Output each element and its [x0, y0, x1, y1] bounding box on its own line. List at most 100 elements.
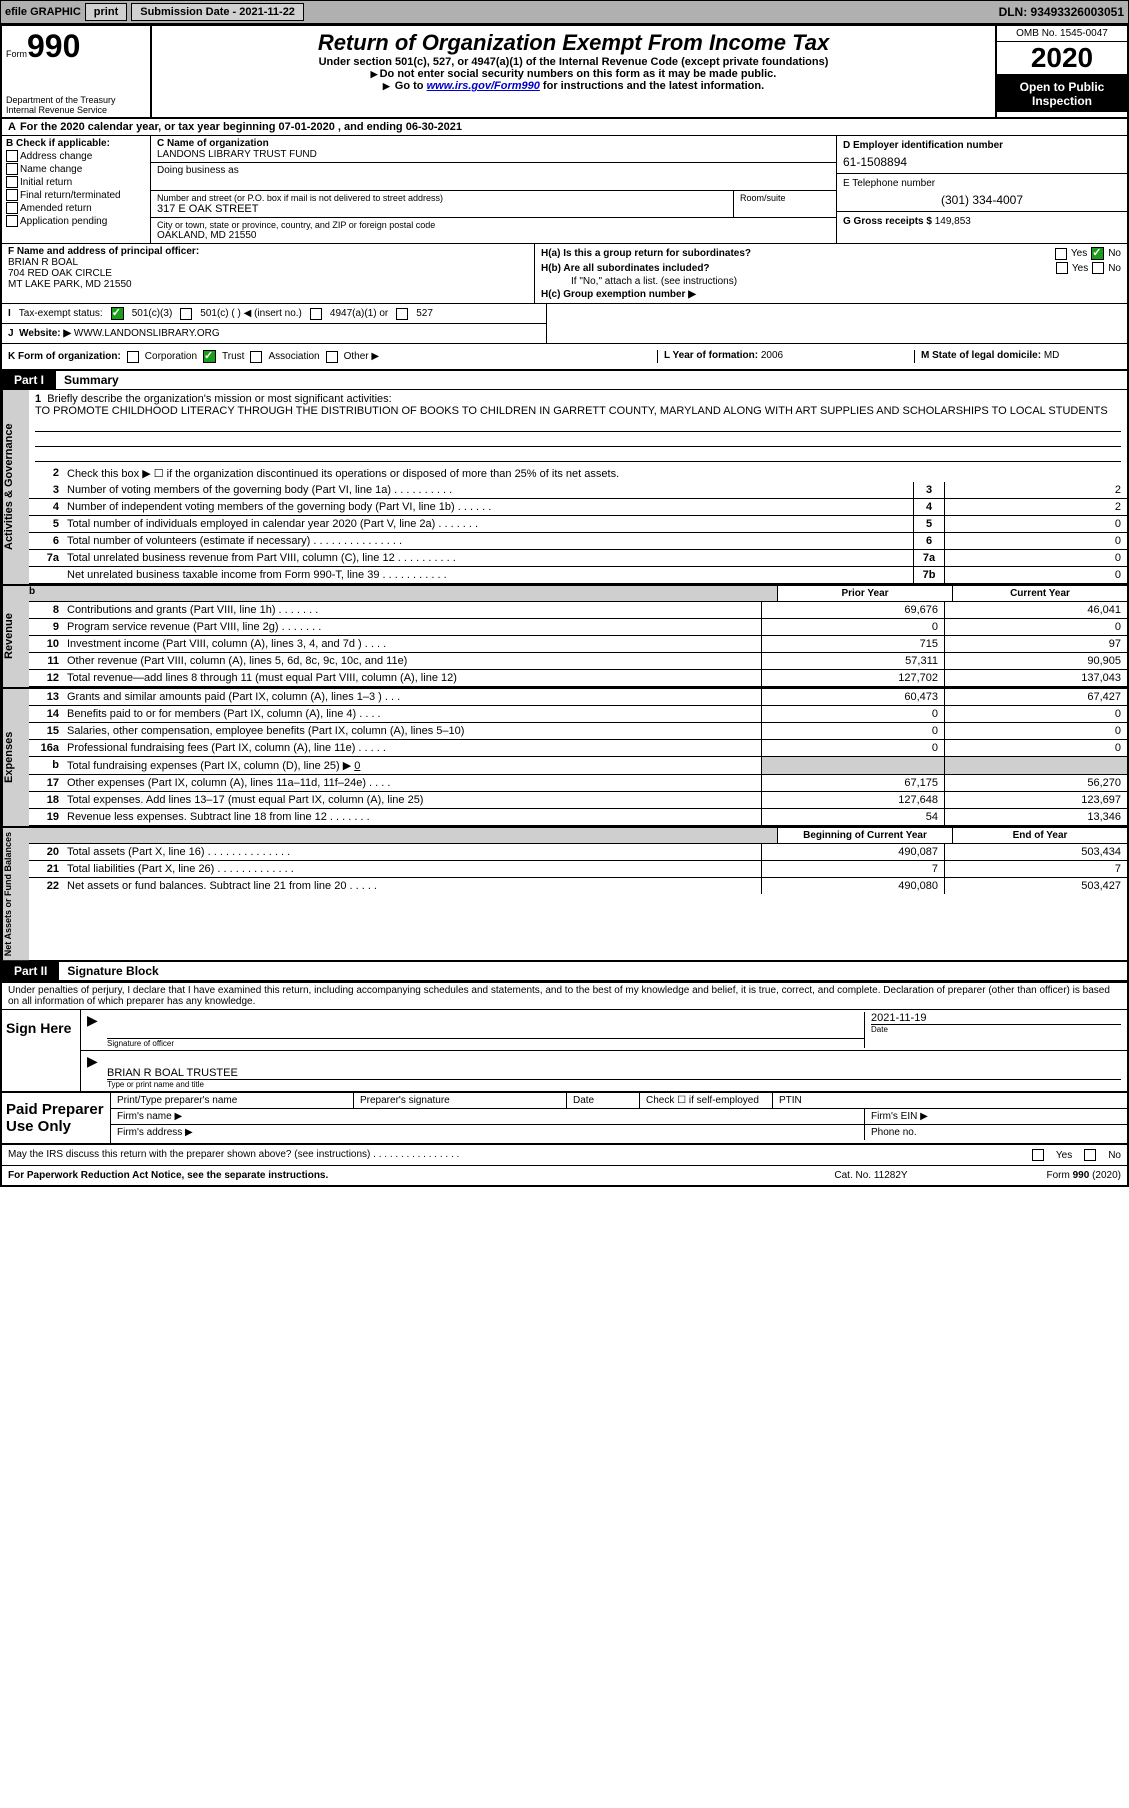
exp-line-15: 15Salaries, other compensation, employee… — [29, 723, 1127, 740]
netassets-col-headers: Beginning of Current Year End of Year — [29, 828, 1127, 844]
tax-year: 2020 — [997, 42, 1127, 76]
rev-line-8: 8Contributions and grants (Part VIII, li… — [29, 602, 1127, 619]
org-name-label: C Name of organization — [157, 138, 830, 149]
governance-side-label: Activities & Governance — [2, 390, 29, 584]
exp-line-19: 19Revenue less expenses. Subtract line 1… — [29, 809, 1127, 826]
line16b-value: 0 — [354, 760, 360, 772]
sig-name-value: BRIAN R BOAL TRUSTEE — [107, 1067, 1121, 1079]
line-a: A For the 2020 calendar year, or tax yea… — [2, 119, 1127, 136]
submission-date: Submission Date - 2021-11-22 — [131, 3, 304, 21]
form-header: Form990 Department of the Treasury Inter… — [2, 26, 1127, 119]
header-sub3: Go to www.irs.gov/Form990 for instructio… — [156, 80, 991, 92]
check-final-return[interactable] — [6, 189, 18, 201]
cat-number: Cat. No. 11282Y — [771, 1170, 971, 1181]
gov-line-7b: Net unrelated business taxable income fr… — [29, 567, 1127, 584]
dln-label: DLN: 93493326003051 — [999, 5, 1124, 19]
sig-arrow-icon: ▶ — [87, 1012, 107, 1048]
top-bar: efile GRAPHIC print Submission Date - 20… — [0, 0, 1129, 24]
irs-label: Internal Revenue Service — [6, 105, 146, 115]
check-4947[interactable] — [310, 308, 322, 320]
check-association[interactable] — [250, 351, 262, 363]
phone-label: E Telephone number — [843, 178, 1121, 189]
rev-line-10: 10Investment income (Part VIII, column (… — [29, 636, 1127, 653]
paperwork-notice: For Paperwork Reduction Act Notice, see … — [8, 1170, 771, 1181]
revenue-col-headers: b Prior Year Current Year — [29, 586, 1127, 602]
col-c: C Name of organization LANDONS LIBRARY T… — [151, 136, 836, 243]
check-corporation[interactable] — [127, 351, 139, 363]
governance-section: Activities & Governance 1 Briefly descri… — [2, 390, 1127, 586]
rev-line-9: 9Program service revenue (Part VIII, lin… — [29, 619, 1127, 636]
sig-name-label: Type or print name and title — [107, 1080, 1121, 1089]
state-domicile-value: MD — [1044, 350, 1060, 361]
officer-addr1: 704 RED OAK CIRCLE — [8, 268, 528, 279]
line2-desc: Check this box ▶ ☐ if the organization d… — [63, 465, 1127, 482]
principal-officer: F Name and address of principal officer:… — [2, 244, 535, 303]
form-prefix: Form — [6, 49, 27, 59]
form-org-label: K Form of organization: — [8, 351, 121, 362]
discuss-label: May the IRS discuss this return with the… — [8, 1149, 1032, 1161]
hb-no-check[interactable] — [1092, 262, 1104, 274]
check-address-change[interactable] — [6, 150, 18, 162]
check-application-pending[interactable] — [6, 215, 18, 227]
open-public: Open to Public Inspection — [997, 76, 1127, 112]
col-b: B Check if applicable: Address change Na… — [2, 136, 151, 243]
gross-value: 149,853 — [935, 216, 971, 227]
check-501c3[interactable] — [111, 307, 124, 320]
check-amended[interactable] — [6, 202, 18, 214]
rev-line-11: 11Other revenue (Part VIII, column (A), … — [29, 653, 1127, 670]
check-name-change[interactable] — [6, 163, 18, 175]
form-footer: Form 990 (2020) — [971, 1170, 1121, 1181]
city-value: OAKLAND, MD 21550 — [157, 230, 830, 241]
h-section: H(a) Is this a group return for subordin… — [535, 244, 1127, 303]
part2-label: Part II — [2, 962, 59, 980]
check-initial-return[interactable] — [6, 176, 18, 188]
row-f-h: F Name and address of principal officer:… — [2, 244, 1127, 304]
ein-label: D Employer identification number — [843, 140, 1121, 151]
row-i: I Tax-exempt status: 501(c)(3) 501(c) ( … — [2, 304, 546, 324]
gov-line-6: 6Total number of volunteers (estimate if… — [29, 533, 1127, 550]
exp-line-14: 14Benefits paid to or for members (Part … — [29, 706, 1127, 723]
org-name: LANDONS LIBRARY TRUST FUND — [157, 149, 830, 160]
net-line-21: 21Total liabilities (Part X, line 26) . … — [29, 861, 1127, 878]
firm-ein-label: Firm's EIN ▶ — [865, 1109, 1127, 1124]
ha-yes-check[interactable] — [1055, 248, 1067, 260]
addr-label: Number and street (or P.O. box if mail i… — [157, 193, 727, 203]
expenses-section: Expenses 13Grants and similar amounts pa… — [2, 689, 1127, 828]
check-527[interactable] — [396, 308, 408, 320]
current-year-header: Current Year — [952, 586, 1127, 601]
check-other[interactable] — [326, 351, 338, 363]
netassets-side-label: Net Assets or Fund Balances — [2, 828, 29, 960]
discuss-no-check[interactable] — [1084, 1149, 1096, 1161]
gov-line-5: 5Total number of individuals employed in… — [29, 516, 1127, 533]
exp-line-13: 13Grants and similar amounts paid (Part … — [29, 689, 1127, 706]
discuss-yes-check[interactable] — [1032, 1149, 1044, 1161]
form990-link[interactable]: www.irs.gov/Form990 — [427, 80, 540, 92]
rev-line-12: 12Total revenue—add lines 8 through 11 (… — [29, 670, 1127, 687]
print-button[interactable]: print — [85, 3, 127, 21]
dept-treasury: Department of the Treasury — [6, 95, 146, 105]
year-formation-value: 2006 — [761, 350, 783, 361]
hb-label: H(b) Are all subordinates included? — [541, 263, 1052, 274]
check-501c[interactable] — [180, 308, 192, 320]
check-trust[interactable] — [203, 350, 216, 363]
form-number: 990 — [27, 28, 80, 64]
ein-value: 61-1508894 — [843, 151, 1121, 169]
efile-label: efile GRAPHIC — [5, 6, 81, 18]
netassets-section: Net Assets or Fund Balances Beginning of… — [2, 828, 1127, 962]
header-left: Form990 Department of the Treasury Inter… — [2, 26, 152, 117]
paid-preparer-block: Paid Preparer Use Only Print/Type prepar… — [2, 1093, 1127, 1145]
ha-no-check[interactable] — [1091, 247, 1104, 260]
dba-label: Doing business as — [157, 165, 830, 176]
year-formation-label: L Year of formation: — [664, 350, 758, 361]
gov-line-4: 4Number of independent voting members of… — [29, 499, 1127, 516]
discuss-row: May the IRS discuss this return with the… — [2, 1145, 1127, 1166]
col-b-header: B Check if applicable: — [6, 138, 146, 149]
state-domicile-label: M State of legal domicile: — [921, 350, 1041, 361]
hb-yes-check[interactable] — [1056, 262, 1068, 274]
sign-here-block: Sign Here ▶ Signature of officer 2021-11… — [2, 1009, 1127, 1093]
end-year-header: End of Year — [952, 828, 1127, 843]
sig-date-value: 2021-11-19 — [871, 1012, 1121, 1024]
room-label: Room/suite — [740, 193, 830, 203]
prep-check-label: Check ☐ if self-employed — [640, 1093, 773, 1108]
prep-print-label: Print/Type preparer's name — [111, 1093, 354, 1108]
